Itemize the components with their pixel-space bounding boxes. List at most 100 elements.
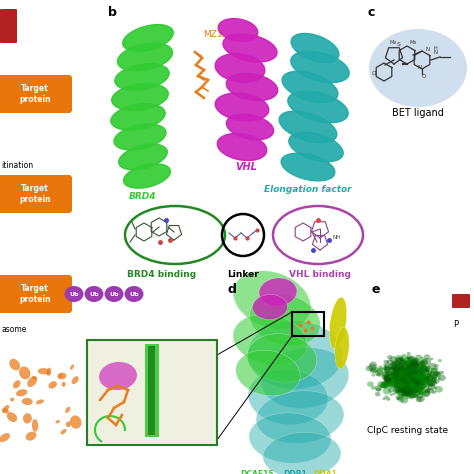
Ellipse shape [36,400,44,404]
Ellipse shape [418,389,422,392]
Ellipse shape [435,374,438,376]
Ellipse shape [424,375,428,379]
Ellipse shape [406,383,410,387]
Ellipse shape [395,390,401,395]
Ellipse shape [403,376,411,382]
Ellipse shape [435,368,438,370]
Ellipse shape [413,362,419,367]
Ellipse shape [391,384,397,388]
Ellipse shape [398,389,402,393]
Ellipse shape [430,368,437,373]
Ellipse shape [383,388,391,394]
Ellipse shape [412,379,417,383]
Ellipse shape [390,393,393,396]
Text: MZ1: MZ1 [203,30,223,39]
Ellipse shape [409,389,412,392]
Ellipse shape [401,376,408,382]
Ellipse shape [419,372,428,379]
Ellipse shape [412,373,416,376]
Ellipse shape [397,372,405,378]
Ellipse shape [401,368,409,375]
Ellipse shape [405,386,410,389]
Ellipse shape [411,382,415,384]
Polygon shape [279,111,337,143]
Text: Cl: Cl [372,71,377,76]
Ellipse shape [416,365,425,373]
Ellipse shape [387,377,391,380]
Ellipse shape [410,362,419,368]
Ellipse shape [427,373,433,378]
Ellipse shape [421,366,430,373]
Ellipse shape [414,375,419,379]
Ellipse shape [405,375,410,378]
Ellipse shape [405,366,411,371]
Ellipse shape [401,370,409,376]
Ellipse shape [404,375,409,379]
Ellipse shape [407,390,412,394]
Ellipse shape [410,391,419,398]
Ellipse shape [396,358,402,363]
Ellipse shape [383,386,386,389]
Ellipse shape [7,412,17,422]
Ellipse shape [415,364,423,370]
Ellipse shape [387,374,390,376]
Ellipse shape [19,366,30,379]
Ellipse shape [388,376,396,383]
Ellipse shape [400,387,405,392]
Ellipse shape [403,374,412,381]
Ellipse shape [404,372,412,379]
Ellipse shape [400,388,407,393]
Ellipse shape [406,375,414,383]
Ellipse shape [435,386,443,392]
Ellipse shape [414,381,418,384]
Polygon shape [112,83,168,110]
Ellipse shape [399,375,402,378]
Ellipse shape [404,376,410,381]
Ellipse shape [414,370,420,374]
Ellipse shape [401,387,405,390]
Ellipse shape [395,380,399,383]
Ellipse shape [422,370,429,376]
Ellipse shape [408,370,412,374]
Ellipse shape [376,387,381,392]
Ellipse shape [409,377,415,382]
Ellipse shape [403,376,409,380]
Text: VHL: VHL [235,162,257,172]
Ellipse shape [395,378,402,383]
Ellipse shape [407,378,413,383]
Ellipse shape [411,371,417,375]
Ellipse shape [412,365,418,370]
Ellipse shape [399,371,407,378]
Ellipse shape [412,377,419,382]
Ellipse shape [405,384,409,387]
Ellipse shape [391,382,395,385]
Ellipse shape [410,362,419,369]
Ellipse shape [389,374,394,379]
Ellipse shape [410,378,416,383]
Ellipse shape [410,395,414,400]
Ellipse shape [403,375,410,381]
Ellipse shape [408,374,413,379]
Ellipse shape [417,373,421,376]
Ellipse shape [406,362,415,369]
Ellipse shape [411,375,414,377]
Ellipse shape [410,377,418,383]
Ellipse shape [400,380,407,385]
Ellipse shape [389,379,393,383]
Ellipse shape [397,379,402,383]
Ellipse shape [411,360,417,365]
Ellipse shape [407,383,412,386]
Ellipse shape [403,374,406,377]
Ellipse shape [420,368,425,372]
Ellipse shape [419,372,426,378]
Ellipse shape [410,363,415,367]
Ellipse shape [384,364,392,370]
Ellipse shape [392,364,400,370]
Ellipse shape [395,355,403,362]
Ellipse shape [425,376,429,379]
Ellipse shape [407,372,414,378]
Ellipse shape [412,370,418,375]
Ellipse shape [425,365,431,370]
Ellipse shape [407,377,411,380]
Ellipse shape [404,372,411,378]
